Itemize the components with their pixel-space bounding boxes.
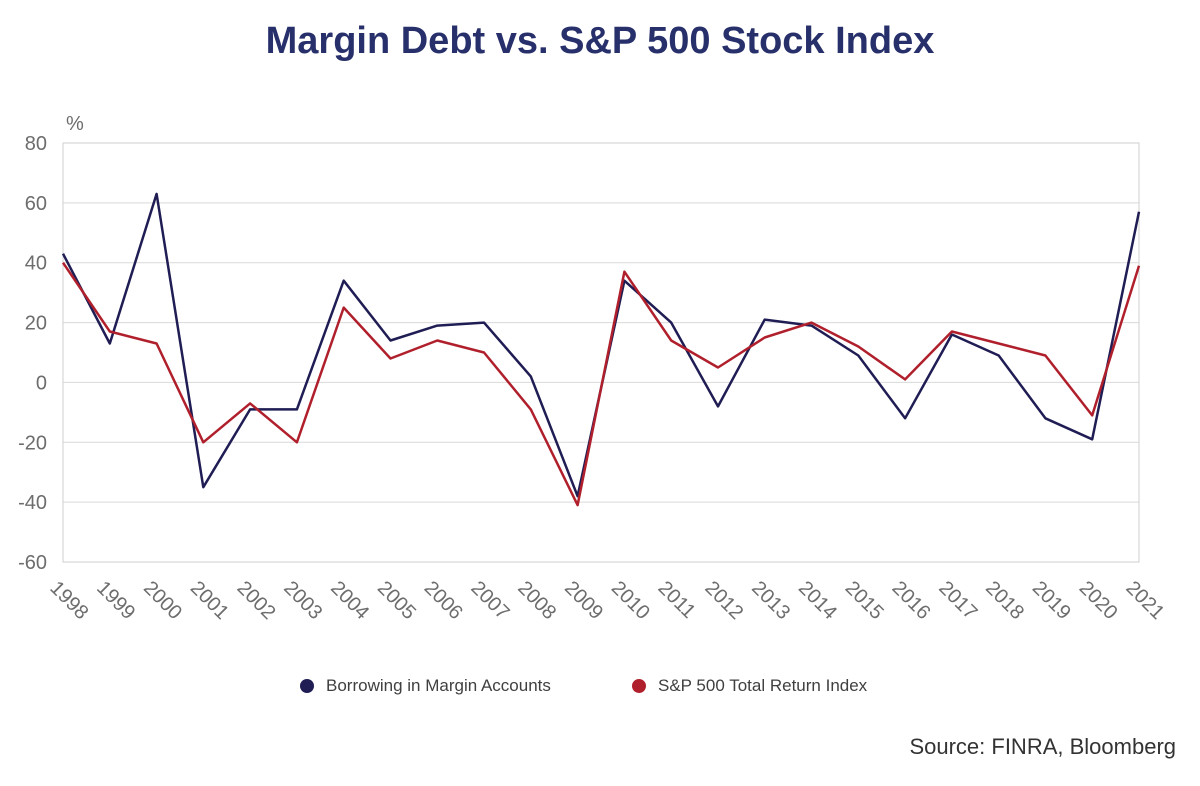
x-tick-label: 2011 [654, 577, 700, 623]
x-tick-label: 2010 [607, 577, 654, 624]
x-tick-label: 2004 [326, 577, 373, 624]
grid-lines [63, 202, 1139, 503]
x-tick-label: 2014 [794, 577, 841, 624]
y-tick-label: 60 [25, 193, 47, 215]
y-axis-unit: % [66, 113, 84, 135]
legend-item-sp500: S&P 500 Total Return Index [632, 676, 867, 696]
series-line-sp500-return [61, 261, 1141, 507]
x-tick-label: 2006 [420, 577, 467, 624]
x-tick-label: 2009 [560, 577, 607, 624]
x-tick-label: 2003 [279, 577, 326, 624]
x-tick-label: 1999 [92, 577, 139, 624]
chart-title: Margin Debt vs. S&P 500 Stock Index [265, 20, 935, 62]
legend-marker-sp500 [632, 679, 646, 693]
plot-frame [62, 142, 1140, 563]
legend: Borrowing in Margin Accounts S&P 500 Tot… [0, 676, 1200, 700]
x-tick-label: 2018 [981, 577, 1028, 624]
x-tick-label: 2007 [467, 577, 514, 624]
x-tick-label: 2001 [186, 577, 233, 624]
legend-label-margin: Borrowing in Margin Accounts [326, 676, 551, 695]
y-tick-label: -60 [18, 552, 47, 574]
x-tick-label: 2008 [513, 577, 560, 624]
x-tick-label: 2015 [841, 577, 888, 624]
series-line-margin-borrowing [61, 192, 1141, 498]
x-tick-label: 2000 [139, 577, 186, 624]
x-tick-label: 2012 [700, 577, 747, 624]
y-tick-label: -40 [18, 492, 47, 514]
x-tick-label: 2019 [1028, 577, 1075, 624]
x-tick-label: 2021 [1121, 577, 1168, 624]
x-axis-ticks: 1998 1999 2000 2001 2002 2003 2004 2005 2006 2007… [45, 577, 1168, 624]
x-tick-label: 2002 [233, 577, 280, 624]
source-note: Source: FINRA, Bloomberg [909, 734, 1176, 759]
x-tick-label: 2013 [747, 577, 794, 624]
x-tick-label: 2005 [373, 577, 420, 624]
legend-item-margin: Borrowing in Margin Accounts [300, 676, 551, 696]
legend-label-sp500: S&P 500 Total Return Index [658, 676, 868, 695]
y-axis-ticks: 80 60 40 20 0 -20 -40 -60 [18, 133, 47, 574]
legend-marker-margin [300, 679, 314, 693]
x-tick-label: 1998 [45, 577, 92, 624]
x-tick-label: 2017 [934, 577, 981, 624]
y-tick-label: -20 [18, 432, 47, 454]
y-tick-label: 80 [25, 133, 47, 155]
x-tick-label: 2016 [888, 577, 935, 624]
y-tick-label: 0 [36, 372, 47, 394]
series-lines [61, 192, 1141, 507]
y-tick-label: 20 [25, 313, 47, 335]
y-tick-label: 40 [25, 253, 47, 275]
x-tick-label: 2020 [1075, 577, 1122, 624]
